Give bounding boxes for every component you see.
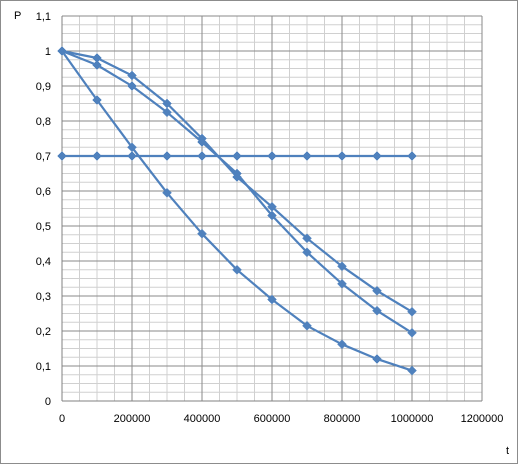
data-point <box>127 81 137 91</box>
data-point <box>302 151 312 161</box>
x-tick-label: 200000 <box>114 413 151 425</box>
y-tick-label: 0,8 <box>36 116 51 128</box>
y-tick-label: 0,5 <box>36 221 51 233</box>
data-point <box>232 264 242 275</box>
data-point <box>127 70 137 81</box>
data-point <box>197 151 207 161</box>
y-tick-label: 0,6 <box>36 186 51 198</box>
x-tick-label: 1000000 <box>391 413 434 425</box>
data-point <box>372 151 382 161</box>
data-point <box>337 278 347 289</box>
data-point <box>407 327 417 338</box>
data-point <box>57 46 67 56</box>
y-tick-label: 0,9 <box>36 81 51 93</box>
y-tick-label: 0,7 <box>36 151 51 163</box>
data-point <box>337 339 347 350</box>
y-axis-title: P <box>14 10 21 22</box>
y-tick-label: 0,1 <box>36 361 51 373</box>
data-point <box>232 151 242 161</box>
series-4 <box>57 151 417 161</box>
y-tick-label: 1,1 <box>36 11 51 23</box>
axes <box>61 16 482 402</box>
data-point <box>372 305 382 316</box>
y-tick-label: 1 <box>45 46 51 58</box>
x-tick-label: 1200000 <box>461 413 504 425</box>
data-point <box>197 137 207 147</box>
series-3 <box>57 46 417 376</box>
x-tick-label: 0 <box>59 413 65 425</box>
data-point <box>92 60 102 70</box>
x-tick-label: 800000 <box>324 413 361 425</box>
data-point <box>162 107 172 118</box>
series-layer <box>57 46 417 376</box>
data-point <box>302 233 312 244</box>
data-point <box>372 354 382 364</box>
y-tick-label: 0,4 <box>36 256 51 268</box>
data-point <box>372 285 382 296</box>
data-point <box>267 151 277 161</box>
data-point <box>267 294 277 305</box>
data-point <box>407 151 417 161</box>
data-point <box>232 168 242 179</box>
data-point <box>407 306 417 317</box>
data-point <box>267 210 277 221</box>
x-tick-label: 600000 <box>254 413 291 425</box>
data-point <box>407 365 417 376</box>
data-point <box>57 151 67 161</box>
data-point <box>92 151 102 161</box>
data-point <box>337 261 347 272</box>
y-tick-label: 0 <box>45 396 51 408</box>
data-point <box>302 320 312 331</box>
x-tick-label: 400000 <box>184 413 221 425</box>
data-point <box>302 247 312 258</box>
x-axis-title: t <box>506 445 509 457</box>
y-tick-label: 0,2 <box>36 326 51 338</box>
tick-labels: 0 0,1 0,2 0,3 0,4 0,5 0,6 0,7 0,8 0,9 1 1,1 0 200000 4… <box>36 11 504 425</box>
data-point <box>127 151 137 161</box>
data-point <box>92 95 102 105</box>
data-point <box>197 228 207 239</box>
data-point <box>337 151 347 161</box>
data-point <box>162 187 172 198</box>
y-tick-label: 0,3 <box>36 291 51 303</box>
data-point <box>162 151 172 161</box>
